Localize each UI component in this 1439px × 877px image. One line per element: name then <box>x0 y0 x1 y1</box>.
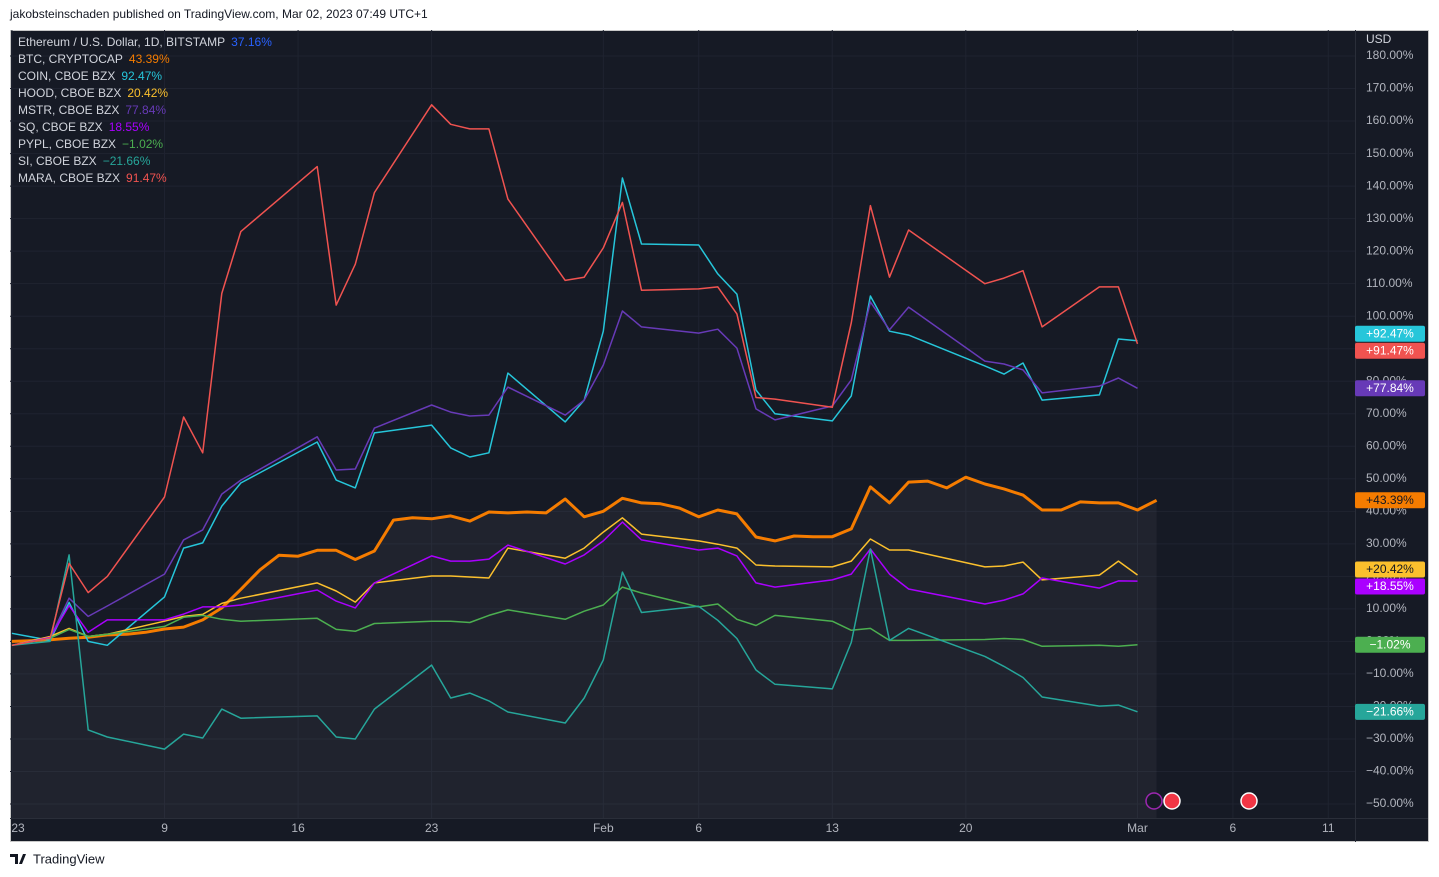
y-tick-label: 50.00% <box>1366 471 1407 485</box>
price-badge-label: +91.47% <box>1366 343 1414 357</box>
price-badge-label: −1.02% <box>1369 637 1410 651</box>
x-tick-label: 20 <box>959 821 973 835</box>
legend-entry: HOOD, CBOE BZX 20.42% <box>18 86 168 100</box>
y-tick-label: −10.00% <box>1366 666 1414 680</box>
x-tick-label: Mar <box>1127 821 1148 835</box>
x-tick-label: 9 <box>161 821 168 835</box>
legend-name: Ethereum / U.S. Dollar, 1D, BITSTAMP <box>18 35 225 49</box>
event-icon[interactable] <box>1145 792 1163 810</box>
price-badge-label: +18.55% <box>1366 579 1414 593</box>
y-tick-label: 10.00% <box>1366 601 1407 615</box>
y-tick-label: 30.00% <box>1366 536 1407 550</box>
price-badge-label: +43.39% <box>1366 493 1414 507</box>
area <box>11 477 1157 818</box>
axes: 180.00% 170.00% 160.00% 150.00% 140.00% 130.0… <box>11 48 1414 835</box>
event-icons <box>1145 792 1258 810</box>
legend-entry: SI, CBOE BZX −21.66% <box>18 154 151 168</box>
legend-change: −21.66% <box>103 154 151 168</box>
price-badge <box>1355 492 1425 509</box>
y-tick-label: 180.00% <box>1366 48 1414 62</box>
legend-change: 20.42% <box>127 86 168 100</box>
legend-name: PYPL, CBOE BZX <box>18 137 116 151</box>
legend-entry: MSTR, CBOE BZX 77.84% <box>18 103 166 117</box>
y-tick-label: 160.00% <box>1366 113 1414 127</box>
legend-name: BTC, CRYPTOCAP <box>18 52 123 66</box>
legend-change: −1.02% <box>122 137 163 151</box>
price-badge-label: +92.47% <box>1366 326 1414 340</box>
legend-change: 91.47% <box>126 171 167 185</box>
legend-name: COIN, CBOE BZX <box>18 69 115 83</box>
header-text: jakobsteinschaden published on TradingVi… <box>9 7 428 21</box>
y-tick-label: −30.00% <box>1366 731 1414 745</box>
series-line <box>11 521 1138 647</box>
event-icon[interactable] <box>1240 792 1258 810</box>
legend-entry: MARA, CBOE BZX 91.47% <box>18 171 167 185</box>
legend-change: 18.55% <box>109 120 150 134</box>
y-tick-label: 60.00% <box>1366 438 1407 452</box>
legend-change: 43.39% <box>129 52 170 66</box>
y-tick-label: 110.00% <box>1366 276 1413 290</box>
price-badge <box>1355 325 1425 342</box>
y-tick-label: 130.00% <box>1366 211 1414 225</box>
series-line <box>11 586 1138 648</box>
y-tick-label: 150.00% <box>1366 146 1414 160</box>
price-badge <box>1355 380 1425 397</box>
series-line <box>11 301 1138 647</box>
x-tick-label: 16 <box>291 821 305 835</box>
legend-name: HOOD, CBOE BZX <box>18 86 121 100</box>
currency-label: USD <box>1366 32 1392 46</box>
x-tick-label: 11 <box>1322 821 1335 835</box>
y-tick-label: 70.00% <box>1366 406 1407 420</box>
legend-entry: PYPL, CBOE BZX −1.02% <box>18 137 163 151</box>
price-badge-label: −21.66% <box>1366 705 1414 719</box>
price-badge <box>1355 703 1425 720</box>
series-line <box>11 548 1138 750</box>
legend-name: SI, CBOE BZX <box>18 154 97 168</box>
legend-change: 92.47% <box>121 69 162 83</box>
series-line <box>11 475 1158 643</box>
price-badge <box>1355 561 1425 578</box>
price-badge <box>1355 636 1425 653</box>
legend-name: MSTR, CBOE BZX <box>18 103 119 117</box>
legend-name: MARA, CBOE BZX <box>18 171 120 185</box>
plot <box>11 104 1158 818</box>
logo-mark <box>10 854 26 864</box>
legend-entry: BTC, CRYPTOCAP 43.39% <box>18 52 170 66</box>
x-tick-label: 13 <box>826 821 840 835</box>
y-tick-label: 170.00% <box>1366 81 1414 95</box>
price-badge-label: +77.84% <box>1366 381 1414 395</box>
series-line <box>11 517 1138 647</box>
y-tick-label: 100.00% <box>1366 308 1414 322</box>
y-tick-label: −50.00% <box>1366 796 1414 810</box>
series-line <box>11 104 1139 647</box>
x-tick-label: 6 <box>1230 821 1237 835</box>
footer-logo: TradingView <box>10 851 105 866</box>
price-badge <box>1355 578 1425 595</box>
badges: +92.47% +91.47% +77.84% +43.39% +20.42% +18.5… <box>1355 325 1425 720</box>
price-badge-label: +20.42% <box>1366 562 1414 576</box>
logo-text: TradingView <box>33 851 105 866</box>
legend-entry: COIN, CBOE BZX 92.47% <box>18 69 162 83</box>
legend-entry: SQ, CBOE BZX 18.55% <box>18 120 150 134</box>
legend-name: SQ, CBOE BZX <box>18 120 103 134</box>
legend: Ethereum / U.S. Dollar, 1D, BITSTAMP 37.1… <box>18 35 272 185</box>
y-tick-label: 140.00% <box>1366 178 1414 192</box>
legend-change: 77.84% <box>125 103 166 117</box>
x-tick-label: 23 <box>11 821 25 835</box>
legend-entry: Ethereum / U.S. Dollar, 1D, BITSTAMP 37.1… <box>18 35 272 49</box>
price-badge <box>1355 342 1425 359</box>
x-tick-label: 6 <box>695 821 702 835</box>
legend-change: 37.16% <box>231 35 272 49</box>
y-tick-label: −40.00% <box>1366 764 1414 778</box>
x-tick-label: 23 <box>425 821 439 835</box>
event-icon[interactable] <box>1163 792 1181 810</box>
y-tick-label: 120.00% <box>1366 243 1414 257</box>
x-tick-label: Feb <box>593 821 614 835</box>
